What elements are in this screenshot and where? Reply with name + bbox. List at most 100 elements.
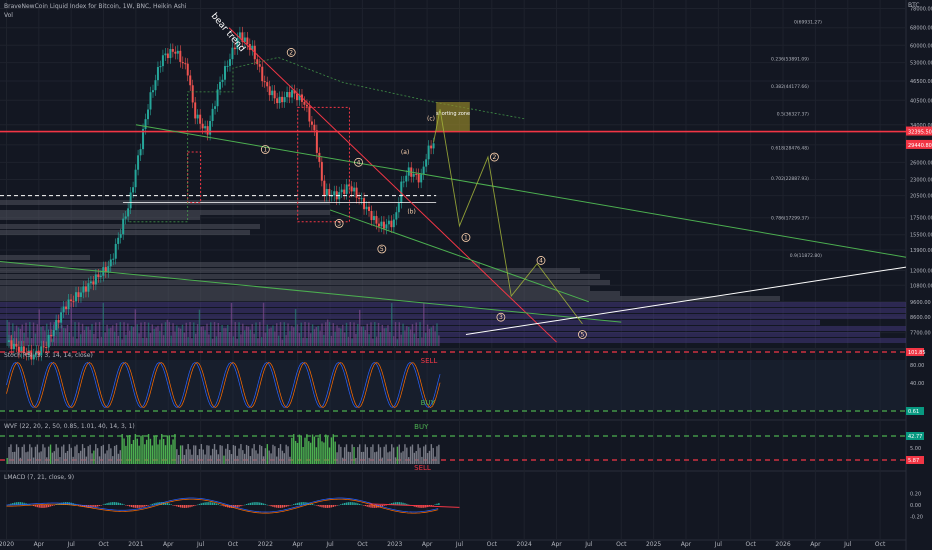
lmacd-hist (166, 503, 169, 505)
wvf-bar (234, 445, 236, 464)
wvf-bar (351, 444, 353, 464)
candle-body (154, 80, 157, 91)
volume-bar (325, 322, 327, 346)
lmacd-y-tick: 0.00 (910, 503, 921, 509)
wvf-bar (257, 453, 259, 464)
wvf-bar (64, 452, 67, 464)
stoch-d-line (6, 362, 441, 408)
fib-level-label: 0.236(53891.09) (771, 56, 809, 62)
volume-bar (321, 323, 323, 346)
wave-label-circle (354, 157, 363, 167)
volume-bar (17, 327, 20, 346)
candle-body (320, 161, 323, 181)
lmacd-hist (315, 505, 318, 506)
shorting-zone (436, 102, 470, 132)
fib-level-label: 0.382(44177.66) (771, 84, 809, 90)
candle-body (211, 108, 214, 122)
x-tick-label: Oct (616, 541, 627, 548)
candle-body (169, 49, 172, 59)
candle-body (370, 210, 373, 221)
lmacd-hist (10, 503, 12, 505)
volume-bar (419, 322, 421, 346)
wvf-bar (12, 452, 14, 464)
y-tick-label: 53000.00 (910, 61, 932, 67)
volume-bar (366, 323, 368, 346)
wvf-bar (93, 450, 95, 464)
lmacd-hist (364, 505, 367, 507)
lmacd-hist (85, 505, 88, 508)
candle-body (124, 216, 127, 219)
y-tick-label: 7700.00 (910, 331, 931, 337)
wvf-bar (130, 443, 133, 464)
lmacd-hist (170, 504, 172, 505)
candle-body (241, 32, 244, 42)
wvf-bar (57, 447, 59, 464)
fib-level-label: 0.618(28476.48) (771, 145, 809, 151)
lmacd-hist (98, 505, 101, 506)
volume-profile-row (0, 332, 880, 337)
candle-body (278, 96, 281, 104)
volume-bar (300, 322, 302, 346)
volume-bar (253, 333, 255, 346)
lmacd-hist (47, 505, 50, 508)
volume-bar (294, 309, 297, 346)
volume-bar (409, 329, 412, 346)
lmacd-hist (370, 505, 372, 508)
lmacd-hist (185, 505, 187, 508)
candle-body (390, 220, 393, 228)
volume-bar (423, 302, 425, 346)
y-tick-label: 10800.00 (910, 283, 932, 289)
wvf-bar (68, 444, 71, 464)
lmacd-hist (366, 505, 368, 507)
wvf-bar (409, 446, 412, 464)
volume-bar (142, 337, 144, 346)
x-tick-label: Jul (714, 541, 723, 548)
volume-bar (176, 325, 178, 346)
lmacd-hist (102, 504, 105, 505)
wvf-bar (357, 447, 359, 464)
volume-bar (104, 332, 106, 346)
lmacd-hist (115, 502, 118, 505)
candle-body (151, 90, 154, 93)
volume-bar (421, 337, 423, 346)
volume-bar (145, 337, 148, 346)
wvf-bar (70, 447, 72, 464)
volume-bar (281, 339, 284, 346)
candle-body (318, 152, 321, 162)
y-tick-label: 26000.00 (910, 160, 932, 166)
x-tick-label: 2026 (775, 541, 790, 548)
lmacd-signal (6, 498, 439, 514)
lmacd-hist (38, 505, 40, 508)
wvf-bar (217, 454, 220, 464)
volume-bar (102, 302, 105, 346)
wvf-bar (166, 435, 169, 464)
wvf-bar (279, 444, 282, 464)
volume-bar (362, 326, 365, 346)
lmacd-hist (176, 505, 178, 507)
lmacd-hist (342, 503, 344, 505)
wvf-bar (311, 434, 314, 464)
volume-bar (157, 325, 159, 346)
candle-body (412, 173, 415, 177)
lmacd-hist (17, 502, 20, 505)
candle-body (313, 124, 316, 131)
volume-label: Vol (4, 12, 13, 19)
volume-bar (349, 322, 351, 346)
fib-level-label: 0(69931.27) (794, 20, 822, 26)
wave-label-circle (377, 244, 387, 254)
candle-body (281, 96, 284, 103)
x-tick-label: 2024 (517, 541, 532, 548)
volume-bar (234, 322, 236, 346)
lmacd-hist (247, 503, 250, 505)
lmacd-hist (404, 503, 406, 505)
lmacd-hist (145, 505, 148, 506)
lmacd-hist (208, 502, 210, 505)
wvf-bar (112, 456, 114, 464)
volume-bar (130, 325, 133, 346)
candle-body (214, 106, 217, 109)
volume-bar (311, 324, 314, 346)
candle-body (223, 66, 226, 80)
lmacd-hist (151, 503, 154, 505)
wvf-bar (21, 446, 23, 464)
